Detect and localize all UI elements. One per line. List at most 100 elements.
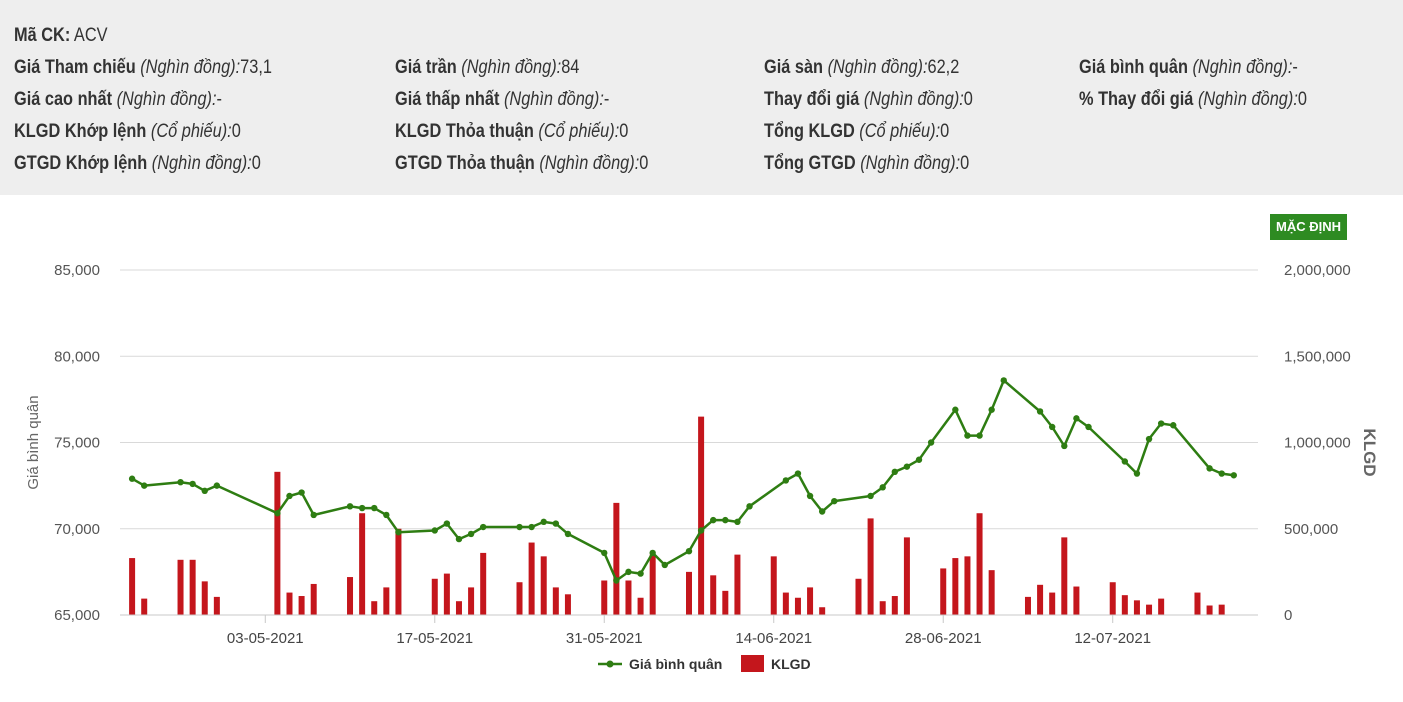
y-left-tick-label: 70,000 — [54, 521, 100, 538]
info-field: Giá thấp nhất (Nghìn đồng):- — [395, 86, 609, 114]
volume-bar — [552, 587, 559, 615]
price-point — [964, 432, 971, 439]
info-field: KLGD Thỏa thuận (Cổ phiếu):0 — [395, 118, 628, 146]
info-field: Giá Tham chiếu (Nghìn đồng):73,1 — [14, 54, 272, 82]
x-tick-label: 14-06-2021 — [735, 630, 812, 647]
info-field-label: Giá Tham chiếu — [14, 57, 136, 78]
price-point — [915, 456, 923, 463]
y-left-tick-label: 85,000 — [54, 262, 100, 279]
price-point — [310, 511, 317, 519]
info-row: Giá Tham chiếu (Nghìn đồng):73,1 Giá trần… — [0, 54, 1403, 82]
price-point — [528, 523, 535, 531]
info-field: KLGD Khớp lệnh (Cổ phiếu):0 — [14, 118, 241, 146]
volume-bar — [698, 416, 705, 615]
price-point — [722, 516, 729, 524]
default-view-button[interactable]: MẶC ĐỊNH — [1270, 214, 1347, 240]
info-field-label: GTGD Thỏa thuận — [395, 153, 535, 174]
price-point — [201, 487, 208, 494]
volume-bar — [141, 598, 148, 615]
volume-bar — [952, 558, 959, 615]
volume-bar — [359, 513, 366, 615]
price-point — [710, 516, 717, 524]
volume-bar — [274, 471, 281, 615]
volume-bar — [807, 587, 814, 615]
price-point — [637, 570, 644, 577]
price-point — [625, 568, 632, 576]
price-point — [286, 492, 293, 500]
y-left-axis-title: Giá bình quân — [25, 395, 42, 489]
info-field-value: 0 — [639, 153, 649, 174]
price-point — [831, 497, 838, 505]
price-line — [131, 379, 1234, 582]
price-point — [1230, 472, 1237, 479]
volume-bar — [782, 592, 789, 615]
info-field-unit: (Cổ phiếu): — [150, 121, 232, 142]
info-field-label: KLGD Thỏa thuận — [395, 121, 534, 142]
volume-bar — [964, 556, 971, 615]
price-point — [1170, 422, 1177, 429]
volume-bar — [213, 596, 220, 615]
volume-bar — [480, 552, 487, 615]
info-field-label: Giá trần — [395, 57, 457, 78]
volume-bar — [189, 559, 196, 615]
price-point — [383, 511, 390, 519]
volume-bar — [988, 570, 995, 615]
price-point — [867, 492, 874, 500]
info-row: GTGD Khớp lệnh (Nghìn đồng):0 GTGD Thỏa t… — [0, 150, 1403, 178]
volume-bar — [1146, 604, 1153, 615]
info-field-unit: (Nghìn đồng): — [863, 89, 964, 110]
volume-bar — [1024, 596, 1031, 615]
price-point — [879, 484, 886, 491]
volume-bar — [383, 587, 390, 615]
price-point — [1061, 442, 1068, 450]
info-field: GTGD Thỏa thuận (Nghìn đồng):0 — [395, 150, 648, 178]
price-point — [1073, 415, 1080, 422]
volume-bar — [976, 513, 983, 615]
price-point — [649, 549, 656, 557]
info-field-value: 0 — [1297, 89, 1307, 110]
y-right-tick-label: 0 — [1284, 607, 1292, 624]
info-field-value: 0 — [619, 121, 629, 142]
price-point — [818, 508, 826, 515]
info-row: KLGD Khớp lệnh (Cổ phiếu):0 KLGD Thỏa thu… — [0, 118, 1403, 146]
price-point — [782, 477, 790, 484]
volume-bar — [734, 554, 741, 615]
volume-bar — [770, 556, 777, 615]
price-point — [552, 520, 560, 527]
volume-bar — [1037, 584, 1044, 615]
volume-bar — [903, 537, 910, 615]
info-field-value: 0 — [231, 121, 241, 142]
info-field-unit: (Nghìn đồng): — [827, 57, 928, 78]
legend-bar-swatch — [741, 655, 764, 672]
price-point — [128, 475, 136, 482]
y-right-tick-label: 2,000,000 — [1284, 262, 1351, 279]
volume-bar — [528, 542, 535, 615]
legend-line-marker — [606, 660, 614, 668]
info-field-unit: (Nghìn đồng): — [116, 89, 217, 110]
info-field-label: Thay đổi giá — [764, 89, 860, 110]
price-point — [601, 549, 608, 557]
info-field-unit: (Cổ phiếu): — [859, 121, 941, 142]
volume-bar — [1109, 582, 1116, 615]
price-point — [346, 503, 354, 510]
volume-bar — [310, 583, 317, 615]
price-point — [443, 520, 451, 527]
price-point — [189, 480, 196, 488]
info-field: Giá bình quân (Nghìn đồng):- — [1079, 54, 1298, 82]
info-field-unit: (Nghìn đồng): — [1197, 89, 1298, 110]
info-field-label: Giá cao nhất — [14, 89, 113, 110]
price-point — [903, 463, 911, 470]
stock-symbol-value: ACV — [73, 25, 108, 46]
price-point — [685, 547, 693, 555]
volume-bar — [395, 528, 402, 615]
info-field-unit: (Nghìn đồng): — [151, 153, 252, 174]
x-tick-label: 31-05-2021 — [566, 630, 643, 647]
info-field-label: Giá sàn — [764, 57, 824, 78]
x-tick-label: 03-05-2021 — [227, 630, 304, 647]
price-point — [467, 530, 475, 538]
volume-bar — [1206, 605, 1213, 615]
info-field-label: Tổng GTGD — [764, 153, 856, 174]
info-field-label: % Thay đổi giá — [1079, 89, 1194, 110]
x-tick-label: 12-07-2021 — [1074, 630, 1151, 647]
info-field-value: - — [1292, 57, 1298, 78]
